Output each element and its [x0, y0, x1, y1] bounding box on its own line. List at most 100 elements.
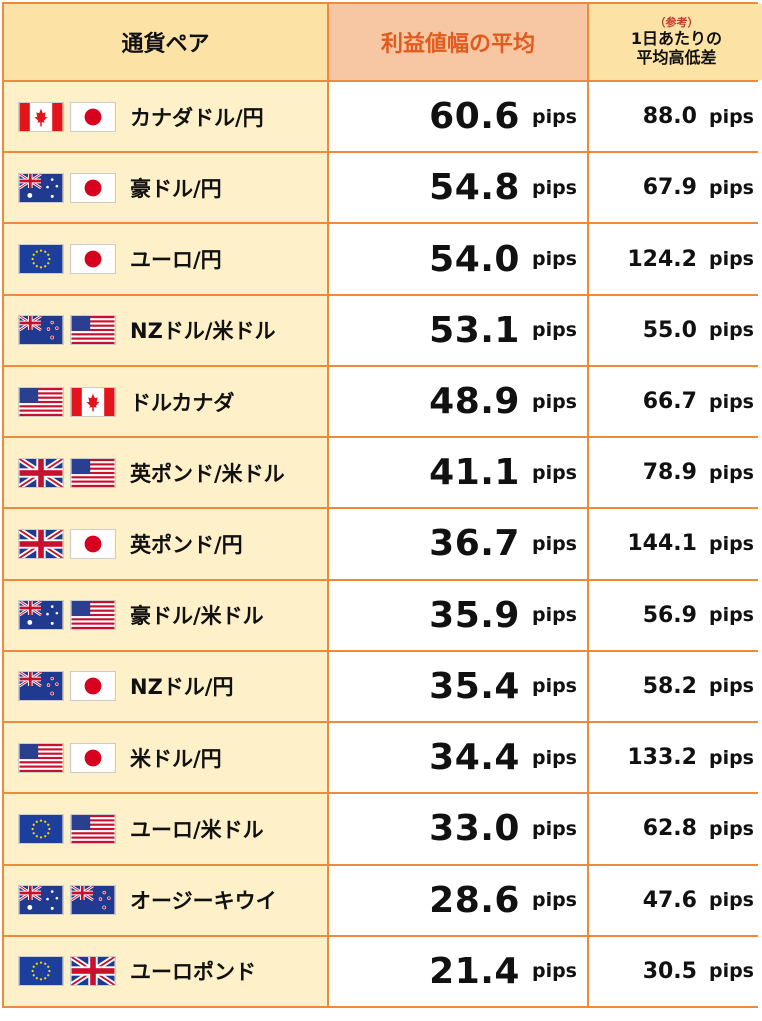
pair-name: ユーロ/米ドル [130, 817, 264, 842]
daily-number: 144.1 [627, 531, 697, 557]
row-daily-range: 62.8 pips [589, 794, 762, 864]
pair-name: 米ドル/円 [130, 746, 222, 771]
usa-flag-icon [70, 315, 116, 346]
daily-number: 58.2 [642, 673, 697, 699]
row-daily-range: 58.2 pips [589, 651, 762, 722]
average-number: 35.9 [429, 594, 520, 636]
unit-label: pips [531, 319, 577, 342]
unit-label: pips [531, 461, 577, 484]
row-average-value: 60.6 pips [329, 82, 587, 152]
unit-label: pips [708, 105, 754, 128]
row-daily-range: 30.5 pips [589, 936, 762, 1006]
unit-label: pips [531, 248, 577, 271]
row-average-value: 28.6 pips [329, 865, 587, 935]
japan-flag-icon [70, 671, 116, 702]
daily-number: 62.8 [642, 816, 697, 842]
header-daily-range: （参考） 1日あたりの 平均高低差 [589, 4, 762, 80]
row-daily-range: 133.2 pips [589, 723, 762, 793]
average-number: 54.0 [429, 238, 520, 280]
uk-flag-icon [70, 956, 116, 987]
pair-name: 豪ドル/米ドル [130, 604, 264, 629]
row-currency-pair: 豪ドル/米ドル [4, 580, 327, 650]
unit-label: pips [708, 746, 754, 769]
average-number: 21.4 [429, 950, 520, 992]
row-average-value: 36.7 pips [329, 509, 587, 579]
row-currency-pair: ユーロポンド [4, 936, 327, 1006]
pair-name: 豪ドル/円 [130, 176, 222, 201]
average-number: 36.7 [429, 523, 520, 565]
unit-label: pips [531, 746, 577, 769]
row-currency-pair: NZドル/円 [4, 651, 327, 722]
daily-number: 47.6 [642, 887, 697, 913]
unit-label: pips [708, 675, 754, 698]
unit-label: pips [708, 817, 754, 840]
row-currency-pair: 英ポンド/米ドル [4, 438, 327, 508]
uk-flag-icon [18, 528, 64, 559]
average-number: 33.0 [429, 808, 520, 850]
row-currency-pair: ユーロ/米ドル [4, 794, 327, 864]
row-currency-pair: ユーロ/円 [4, 224, 327, 294]
unit-label: pips [708, 176, 754, 199]
header-reference-note: （参考） [654, 16, 699, 29]
daily-number: 55.0 [642, 317, 697, 343]
row-daily-range: 66.7 pips [589, 366, 762, 437]
unit-label: pips [708, 889, 754, 912]
australia-flag-icon [18, 172, 64, 203]
japan-flag-icon [70, 172, 116, 203]
average-number: 48.9 [429, 381, 520, 423]
unit-label: pips [708, 461, 754, 484]
daily-number: 66.7 [642, 389, 697, 415]
average-number: 54.8 [429, 167, 520, 209]
pair-name: 英ポンド/円 [130, 532, 243, 557]
canada-flag-icon [18, 101, 64, 132]
row-currency-pair: NZドル/米ドル [4, 295, 327, 365]
header-daily-line1: 1日あたりの [630, 29, 723, 48]
canada-flag-icon [70, 386, 116, 417]
unit-label: pips [531, 604, 577, 627]
row-daily-range: 67.9 pips [589, 153, 762, 223]
daily-number: 133.2 [627, 745, 697, 771]
new-zealand-flag-icon [18, 315, 64, 346]
unit-label: pips [708, 960, 754, 983]
japan-flag-icon [70, 742, 116, 773]
row-daily-range: 144.1 pips [589, 509, 762, 579]
row-currency-pair: オージーキウイ [4, 865, 327, 935]
row-average-value: 35.9 pips [329, 580, 587, 650]
row-average-value: 35.4 pips [329, 651, 587, 722]
pair-name: 英ポンド/米ドル [130, 461, 285, 486]
row-average-value: 54.0 pips [329, 224, 587, 294]
unit-label: pips [531, 176, 577, 199]
unit-label: pips [708, 248, 754, 271]
header-currency-pair: 通貨ペア [4, 4, 327, 80]
daily-number: 56.9 [642, 602, 697, 628]
row-currency-pair: 英ポンド/円 [4, 509, 327, 579]
daily-number: 78.9 [642, 460, 697, 486]
japan-flag-icon [70, 101, 116, 132]
row-average-value: 34.4 pips [329, 723, 587, 793]
uk-flag-icon [18, 457, 64, 488]
header-daily-line2: 平均高低差 [636, 48, 717, 67]
pair-name: ユーロポンド [130, 960, 256, 985]
unit-label: pips [708, 319, 754, 342]
daily-number: 30.5 [642, 958, 697, 984]
row-currency-pair: 豪ドル/円 [4, 153, 327, 223]
header-average-profit-range: 利益値幅の平均 [329, 4, 587, 80]
row-daily-range: 47.6 pips [589, 865, 762, 935]
unit-label: pips [531, 532, 577, 555]
average-number: 41.1 [429, 452, 520, 494]
row-daily-range: 124.2 pips [589, 224, 762, 294]
unit-label: pips [531, 105, 577, 128]
unit-label: pips [531, 675, 577, 698]
australia-flag-icon [18, 885, 64, 916]
pair-name: ドルカナダ [130, 390, 235, 415]
eu-flag-icon [18, 813, 64, 844]
average-number: 35.4 [429, 665, 520, 707]
pair-name: ユーロ/円 [130, 248, 222, 273]
row-currency-pair: 米ドル/円 [4, 723, 327, 793]
pair-name: カナダドル/円 [130, 105, 264, 130]
usa-flag-icon [70, 600, 116, 631]
pair-name: NZドル/米ドル [130, 319, 276, 344]
usa-flag-icon [70, 813, 116, 844]
average-number: 28.6 [429, 879, 520, 921]
row-daily-range: 55.0 pips [589, 295, 762, 365]
